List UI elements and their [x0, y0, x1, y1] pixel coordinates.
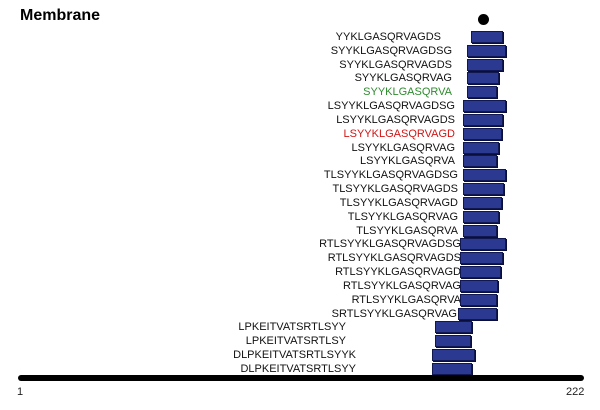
peptide-bar: [435, 335, 471, 348]
peptide-label: DLPKEITVATSRTLSYY: [240, 362, 356, 375]
peptide-bar: [435, 321, 472, 334]
peptide-bar: [463, 224, 497, 237]
peptide-bar: [460, 238, 506, 251]
peptide-label: TLSYYKLGASQRVAGDSG: [323, 169, 458, 182]
peptide-label: LSYYKLGASQRVAGDS: [336, 113, 455, 126]
peptide-label: SYYKLGASQRVAGDS: [339, 58, 452, 71]
peptide-bar: [463, 183, 504, 196]
peptide-bar: [460, 293, 497, 306]
peptide-bar: [467, 72, 499, 85]
peptide-label: TLSYYKLGASQRVA: [356, 224, 458, 237]
peptide-label: YYKLGASQRVAGDS: [335, 31, 441, 43]
peptide-bar: [460, 266, 501, 279]
peptide-bar: [458, 307, 497, 320]
peptide-label: LSYYKLGASQRVAGD: [343, 127, 455, 140]
peptide-label: TLSYYKLGASQRVAG: [347, 210, 458, 223]
peptide-bar: [432, 362, 472, 375]
peptide-bar: [460, 279, 498, 292]
marker-dot: [478, 14, 489, 25]
peptide-bar: [467, 44, 506, 57]
peptide-bar: [463, 100, 506, 113]
peptide-bar: [460, 252, 503, 265]
peptide-label: DLPKEITVATSRTLSYYK: [233, 349, 356, 362]
peptide-label: RTLSYYKLGASQRVAGDSG: [319, 238, 461, 251]
peptide-bar: [463, 169, 506, 182]
peptide-bar: [463, 113, 503, 126]
peptide-label: SYYKLGASQRVAG: [354, 72, 452, 85]
peptide-label: RTLSYYKLGASQRVA: [351, 293, 461, 306]
peptide-label: LSYYKLGASQRVAG: [351, 141, 455, 154]
peptide-label: RTLSYYKLGASQRVAG: [343, 279, 461, 292]
sequence-axis: [18, 375, 584, 381]
peptide-label: TLSYYKLGASQRVAGD: [339, 196, 458, 209]
peptide-label: LSYYKLGASQRVA: [360, 155, 455, 168]
peptide-bar: [463, 210, 499, 223]
axis-end-label: 222: [566, 386, 585, 398]
peptide-label: SYYKLGASQRVAGDSG: [330, 44, 452, 57]
peptide-label: RTLSYYKLGASQRVAGD: [335, 266, 461, 279]
peptide-label: SYYKLGASQRVA: [363, 86, 452, 99]
peptide-bar: [463, 141, 499, 154]
peptide-bar: [432, 349, 475, 362]
peptide-bar: [463, 127, 502, 140]
peptide-bar: [467, 58, 503, 71]
figure-title: Membrane: [20, 7, 101, 24]
peptide-label: TLSYYKLGASQRVAGDS: [332, 183, 458, 196]
peptide-label: SRTLSYYKLGASQRVAG: [331, 307, 457, 320]
peptide-bar: [463, 196, 502, 209]
peptide-label: RTLSYYKLGASQRVAGDS: [327, 252, 461, 265]
peptide-label: LSYYKLGASQRVAGDSG: [327, 100, 455, 113]
peptide-label: LPKEITVATSRTLSY: [245, 335, 346, 348]
peptide-bar: [463, 155, 497, 168]
axis-start-label: 1: [17, 386, 24, 398]
peptide-label: LPKEITVATSRTLSYY: [238, 321, 346, 334]
peptide-bar: [471, 31, 503, 43]
peptide-bar: [467, 86, 497, 99]
